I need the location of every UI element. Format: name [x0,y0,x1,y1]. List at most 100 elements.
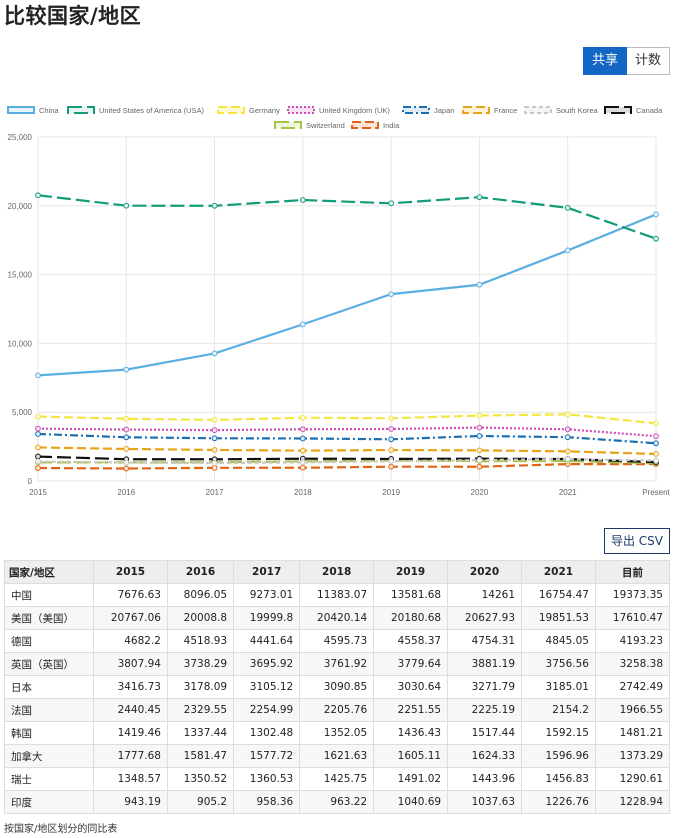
data-point [211,416,218,423]
table-header-cell[interactable]: 目前 [594,560,671,584]
table-header-cell[interactable]: 2018 [299,560,375,584]
table-value-cell: 1350.52 [166,767,235,791]
data-point [476,194,483,201]
legend-swatch [351,121,379,129]
data-point [35,465,41,471]
data-point [35,453,41,460]
table-value-cell: 3807.94 [93,652,168,676]
table-value-cell: 19373.35 [594,583,671,607]
x-tick-label: 2021 [559,488,577,497]
x-tick-label: 2017 [206,488,224,497]
table-value-cell: 4754.31 [447,629,523,653]
table-row: 德国 4682.2 4518.93 4441.64 4595.73 4558.37 4754… [3,629,671,653]
table-value-cell: 1581.47 [166,744,235,768]
data-point [476,424,483,431]
legend-label: Switzerland [306,121,345,130]
data-point [564,247,571,254]
table-value-cell: 20420.14 [299,606,375,630]
y-tick-label: 5,000 [12,408,33,417]
page-title: 比较国家/地区 [4,4,142,28]
table-value-cell: 20180.68 [373,606,449,630]
table-value-cell: 1481.21 [594,721,671,745]
table-row: 加拿大 1777.68 1581.47 1577.72 1621.63 1605.11 16… [3,744,671,768]
legend-swatch [287,106,315,114]
table-value-cell: 11383.07 [299,583,375,607]
data-point [299,447,306,454]
count-button[interactable]: 计数 [626,47,670,75]
data-point [299,321,306,328]
data-point [564,434,571,441]
table-value-cell: 8096.05 [166,583,235,607]
data-point [564,456,571,462]
data-point [211,350,218,357]
legend-swatch [217,106,245,114]
table-body: 中国 7676.63 8096.05 9273.01 11383.07 13581.68 1… [3,583,671,814]
table-value-cell: 20008.8 [166,606,235,630]
table-value-cell: 1966.55 [594,698,671,722]
data-point [476,463,483,470]
table-row: 印度 943.19 905.2 958.36 963.22 1040.69 1037.63 1… [3,790,671,814]
table-value-cell: 1592.15 [521,721,596,745]
y-tick-label: 10,000 [8,339,33,348]
data-point [35,413,41,420]
data-point [653,433,659,440]
export-csv-button[interactable]: 导出 CSV [603,528,670,554]
data-point [35,431,41,437]
table-country-cell: 中国 [3,583,95,607]
data-point [476,447,483,454]
y-tick-label: 0 [28,477,33,486]
series-line [37,426,657,438]
table-value-cell: 1037.63 [447,790,523,814]
table-value-cell: 943.19 [93,790,168,814]
share-button[interactable]: 共享 [582,47,627,75]
table-header-cell[interactable]: 2016 [166,560,235,584]
table-header-row: 国家/地区 2015 2016 2017 2018 2019 2020 2021 目前 [3,560,671,584]
y-tick-label: 20,000 [8,202,33,211]
table-country-cell: 英国（英国） [3,652,95,676]
series-line [37,194,657,240]
legend-label: Canada [636,106,663,115]
table-country-cell: 美国（美国） [3,606,95,630]
table-header-cell[interactable]: 2021 [521,560,596,584]
table-value-cell: 3258.38 [594,652,671,676]
table-value-cell: 1596.96 [521,744,596,768]
table-value-cell: 16754.47 [521,583,596,607]
table-value-cell: 2251.55 [373,698,449,722]
table-header-cell[interactable]: 2017 [233,560,301,584]
data-point [123,202,130,209]
table-header-cell[interactable]: 2015 [93,560,168,584]
table-value-cell: 19851.53 [521,606,596,630]
table-value-cell: 905.2 [166,790,235,814]
table-header-cell[interactable]: 2019 [373,560,449,584]
data-point [299,426,306,433]
data-point [211,427,218,434]
table-value-cell: 3761.92 [299,652,375,676]
table-header-cell[interactable]: 2020 [447,560,523,584]
table-value-cell: 3090.85 [299,675,375,699]
data-point [564,448,571,455]
data-point [476,457,483,464]
table-header-cell[interactable]: 国家/地区 [3,560,95,584]
table-row: 韩国 1419.46 1337.44 1302.48 1352.05 1436.43 151… [3,721,671,745]
legend-swatch [402,106,430,114]
table-value-cell: 1337.44 [166,721,235,745]
table-value-cell: 20627.93 [447,606,523,630]
y-tick-label: 15,000 [8,271,33,280]
data-point [35,425,41,432]
legend-label: United Kingdom (UK) [319,106,390,115]
data-point [211,435,218,442]
table-country-cell: 日本 [3,675,95,699]
data-point [476,433,483,439]
legend-swatch [604,106,632,114]
table-value-cell: 20767.06 [93,606,168,630]
series-line [37,457,657,465]
table-value-cell: 1517.44 [447,721,523,745]
table-value-cell: 1290.61 [594,767,671,791]
data-point [564,426,571,433]
table-value-cell: 3178.09 [166,675,235,699]
data-point [211,447,218,453]
data-point [35,192,41,199]
table-value-cell: 7676.63 [93,583,168,607]
table-value-cell: 1360.53 [233,767,301,791]
table-value-cell: 2225.19 [447,698,523,722]
